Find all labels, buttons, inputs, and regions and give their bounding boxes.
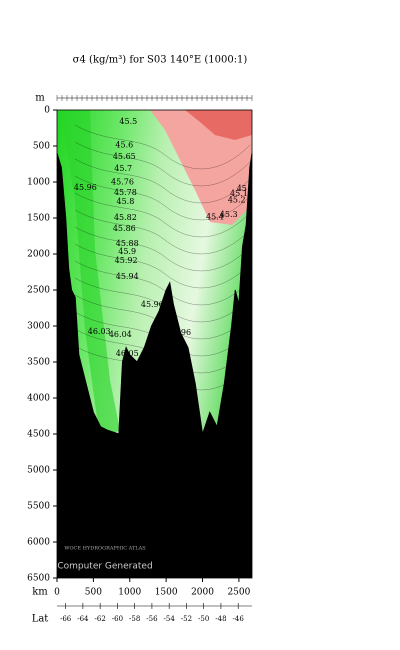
y-tick-label: 5500 <box>27 502 50 512</box>
contour-label: 45 <box>237 184 247 193</box>
y-tick-label: 3500 <box>27 358 50 368</box>
x2-tick-label: -64 <box>77 615 89 623</box>
y-tick-label: 0 <box>44 106 50 116</box>
contour-label: 45.82 <box>114 213 137 222</box>
contour-label: 45.96 <box>74 183 97 192</box>
contour-line <box>74 175 251 221</box>
y-tick-label: 1000 <box>27 178 50 188</box>
contour-label: 46.05 <box>116 349 139 358</box>
x2-axis-label: Lat <box>32 614 49 625</box>
y-tick-label: 6500 <box>27 574 50 584</box>
contour-line <box>74 260 251 306</box>
x2-tick-label: -46 <box>233 615 245 623</box>
warm-region <box>150 110 252 225</box>
contour-line <box>74 226 251 272</box>
contour-label: 45.94 <box>116 272 139 281</box>
contour-label: 45.4 <box>206 212 224 221</box>
contour-label: 45.96 <box>141 300 164 309</box>
contour-line <box>74 192 251 238</box>
y-tick-label: 500 <box>33 142 50 152</box>
warm-core <box>185 110 252 140</box>
x-axis-label: km <box>32 587 48 598</box>
contour-label: 45.78 <box>114 188 137 197</box>
x2-tick-label: -56 <box>146 615 158 623</box>
x2-tick-label: -66 <box>60 615 72 623</box>
x-tick-label: 500 <box>85 588 102 598</box>
contour-label: 45.92 <box>115 256 138 265</box>
contour-label: 46.04 <box>109 330 132 339</box>
x-tick-label: 2500 <box>227 588 250 598</box>
y-tick-label: 6000 <box>27 538 50 548</box>
contour-label: 46.03 <box>88 327 111 336</box>
plot-frame <box>56 109 253 579</box>
contour-line <box>74 158 251 204</box>
contour-label: 45.9 <box>118 247 136 256</box>
x-tick-label: 2000 <box>191 588 214 598</box>
contour-line <box>74 141 251 187</box>
y-tick-label: 1500 <box>27 214 50 224</box>
contour-label: 45.5 <box>119 117 137 126</box>
contour-label: 45.65 <box>113 152 136 161</box>
x2-tick-label: -60 <box>112 615 123 623</box>
contour-label: 45.96 <box>168 328 191 337</box>
watermark: WOCE HYDROGRAPHIC ATLAS <box>64 546 146 552</box>
contour-label: 45.76 <box>111 178 134 187</box>
footer: Computer Generated <box>57 562 152 572</box>
contour-line <box>74 243 251 289</box>
y-tick-label: 2500 <box>27 286 50 296</box>
x-tick-label: 0 <box>54 588 60 598</box>
contour-label: 45.6 <box>115 140 133 149</box>
contour-label: 45.1 <box>230 189 248 198</box>
x-tick-label: 1000 <box>118 588 141 598</box>
y-tick-label: 3000 <box>27 322 50 332</box>
x2-tick-label: -58 <box>129 615 140 623</box>
x2-tick-label: -48 <box>215 615 226 623</box>
contour-line <box>74 124 251 170</box>
contour-label: 45.86 <box>113 224 136 233</box>
y-axis-label: m <box>35 93 45 104</box>
x2-tick-label: -52 <box>181 615 192 623</box>
x2-tick-label: -50 <box>198 615 209 623</box>
x2-tick-label: -54 <box>164 615 176 623</box>
contour-label: 45.7 <box>114 164 132 173</box>
contour-line <box>74 209 251 255</box>
x-tick-label: 1500 <box>155 588 178 598</box>
contour-label: 45.8 <box>116 197 134 206</box>
x2-tick-label: -62 <box>95 615 106 623</box>
y-tick-label: 4500 <box>27 430 50 440</box>
contour-label: 45.2 <box>228 196 246 205</box>
y-tick-label: 4000 <box>27 394 50 404</box>
seafloor-fill <box>57 153 252 578</box>
chart-title: σ4 (kg/m³) for S03 140°E (1000:1) <box>73 55 248 66</box>
y-tick-label: 2000 <box>27 250 50 260</box>
y-tick-label: 5000 <box>27 466 50 476</box>
contour-label: 45.3 <box>220 210 238 219</box>
contour-label: 45.88 <box>116 239 139 248</box>
seafloor-line <box>56 153 253 435</box>
